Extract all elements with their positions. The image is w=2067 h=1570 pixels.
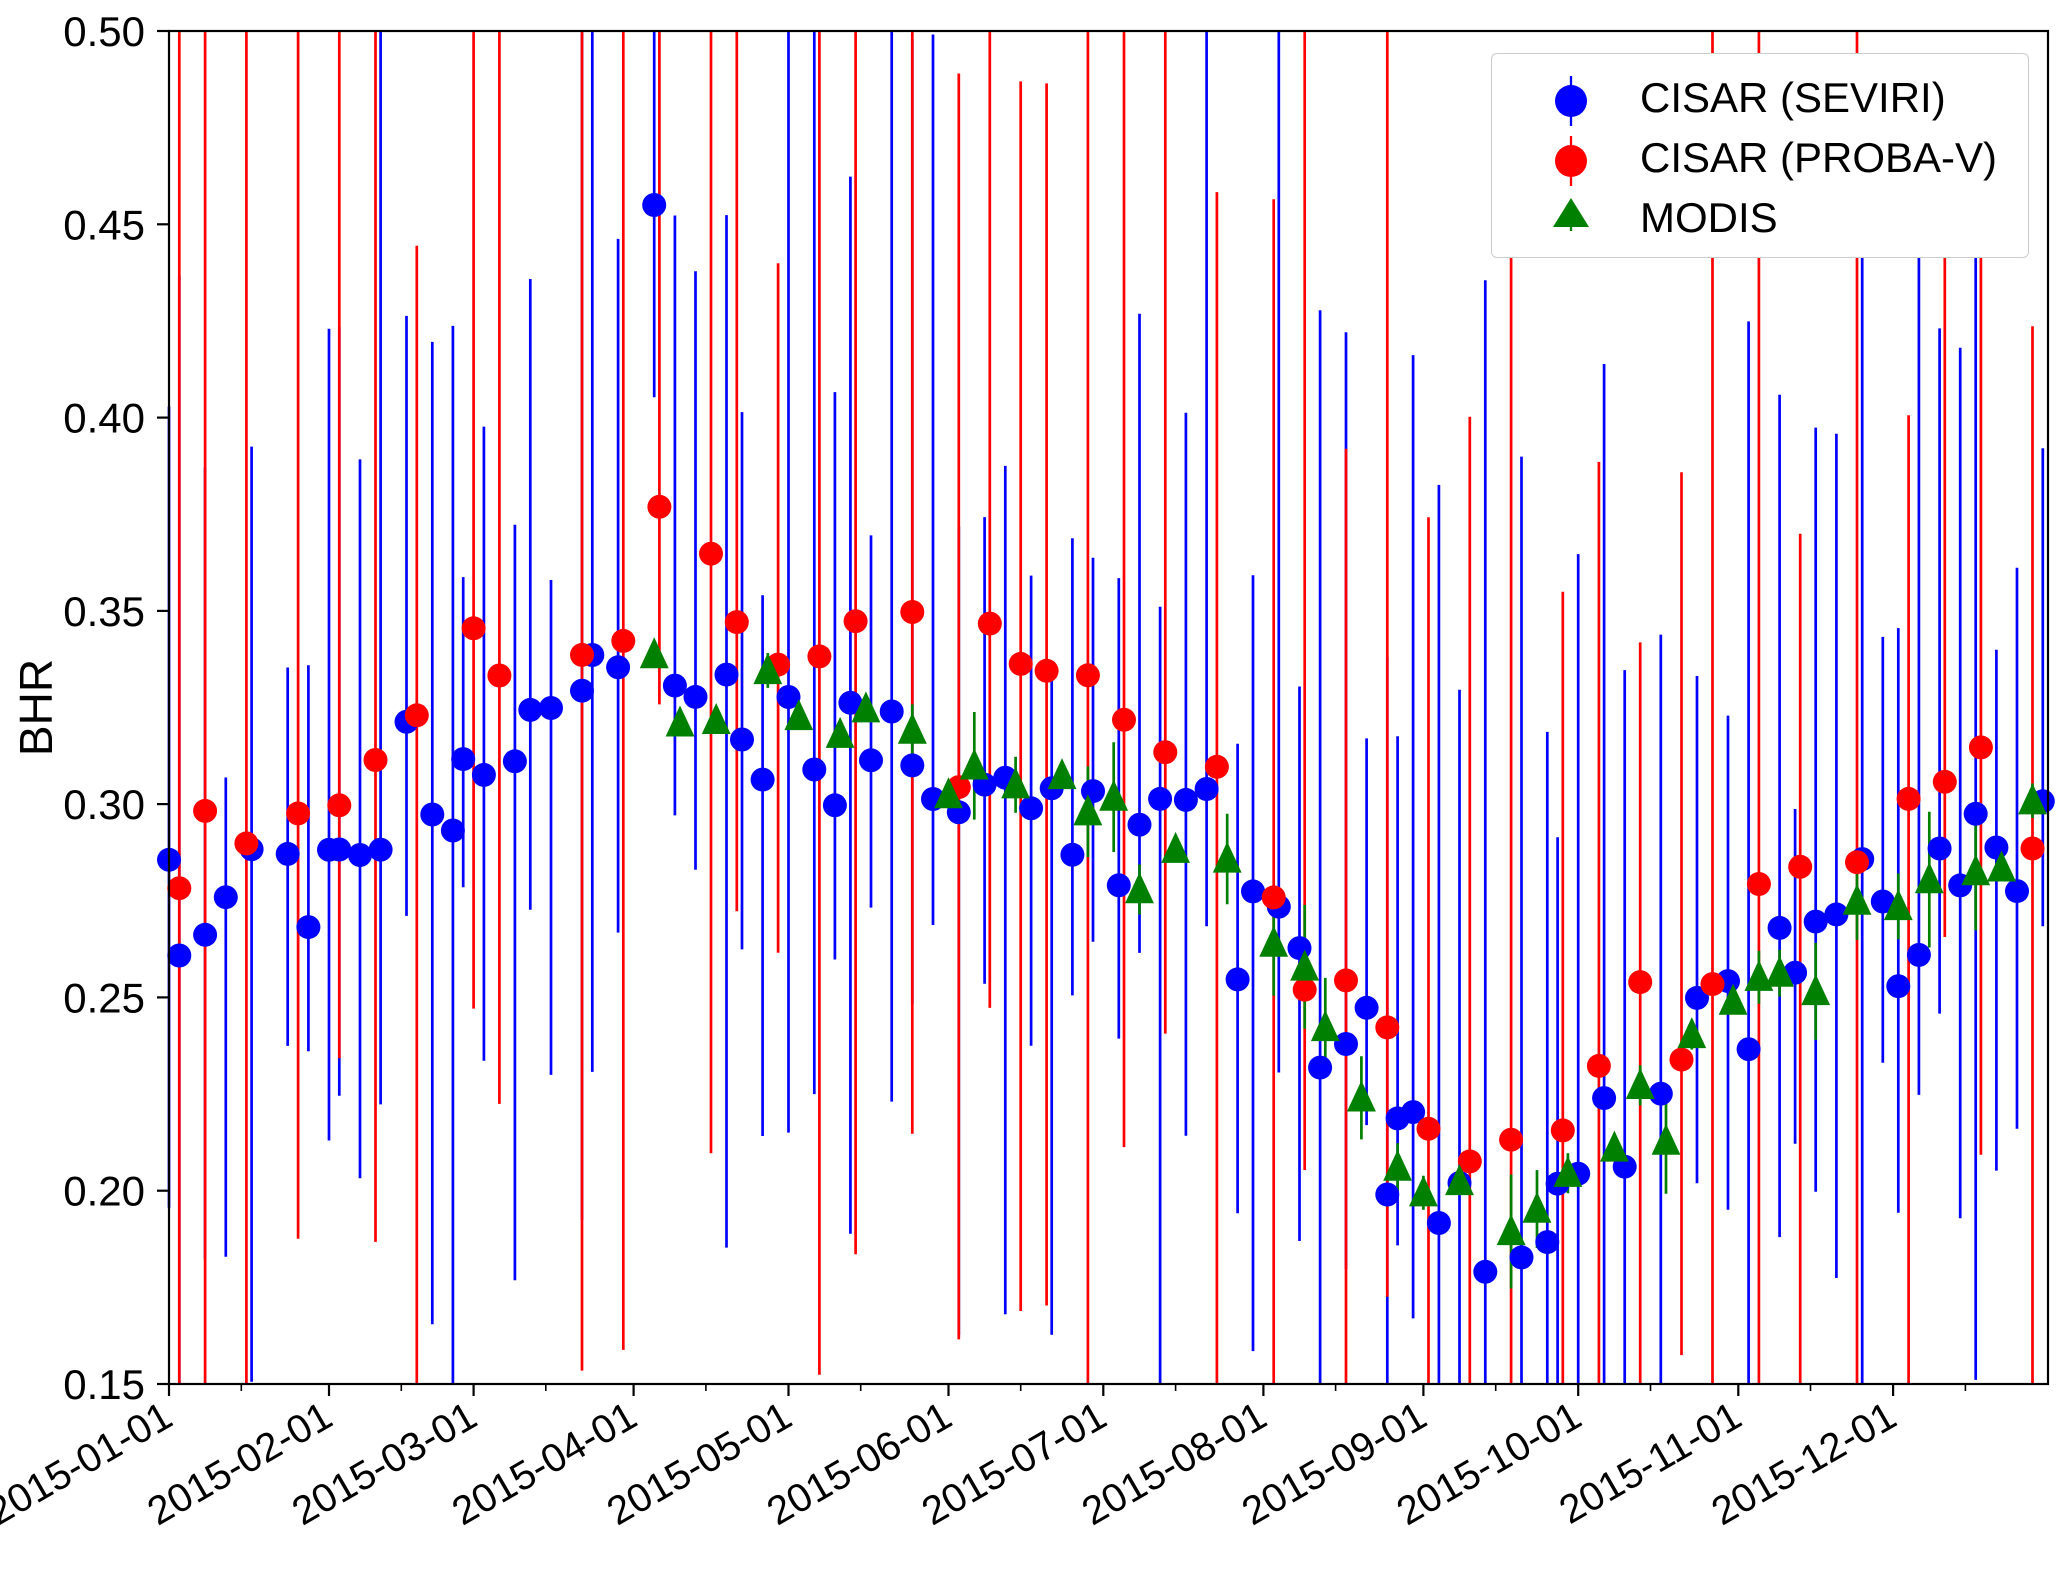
svg-text:0.35: 0.35	[63, 588, 145, 635]
svg-text:0.40: 0.40	[63, 395, 145, 442]
svg-text:0.45: 0.45	[63, 201, 145, 248]
svg-text:0.25: 0.25	[63, 974, 145, 1021]
svg-text:BHR: BHR	[10, 659, 62, 756]
svg-text:0.15: 0.15	[63, 1361, 145, 1408]
svg-text:0.30: 0.30	[63, 781, 145, 828]
svg-text:0.50: 0.50	[63, 8, 145, 55]
svg-text:0.20: 0.20	[63, 1168, 145, 1215]
